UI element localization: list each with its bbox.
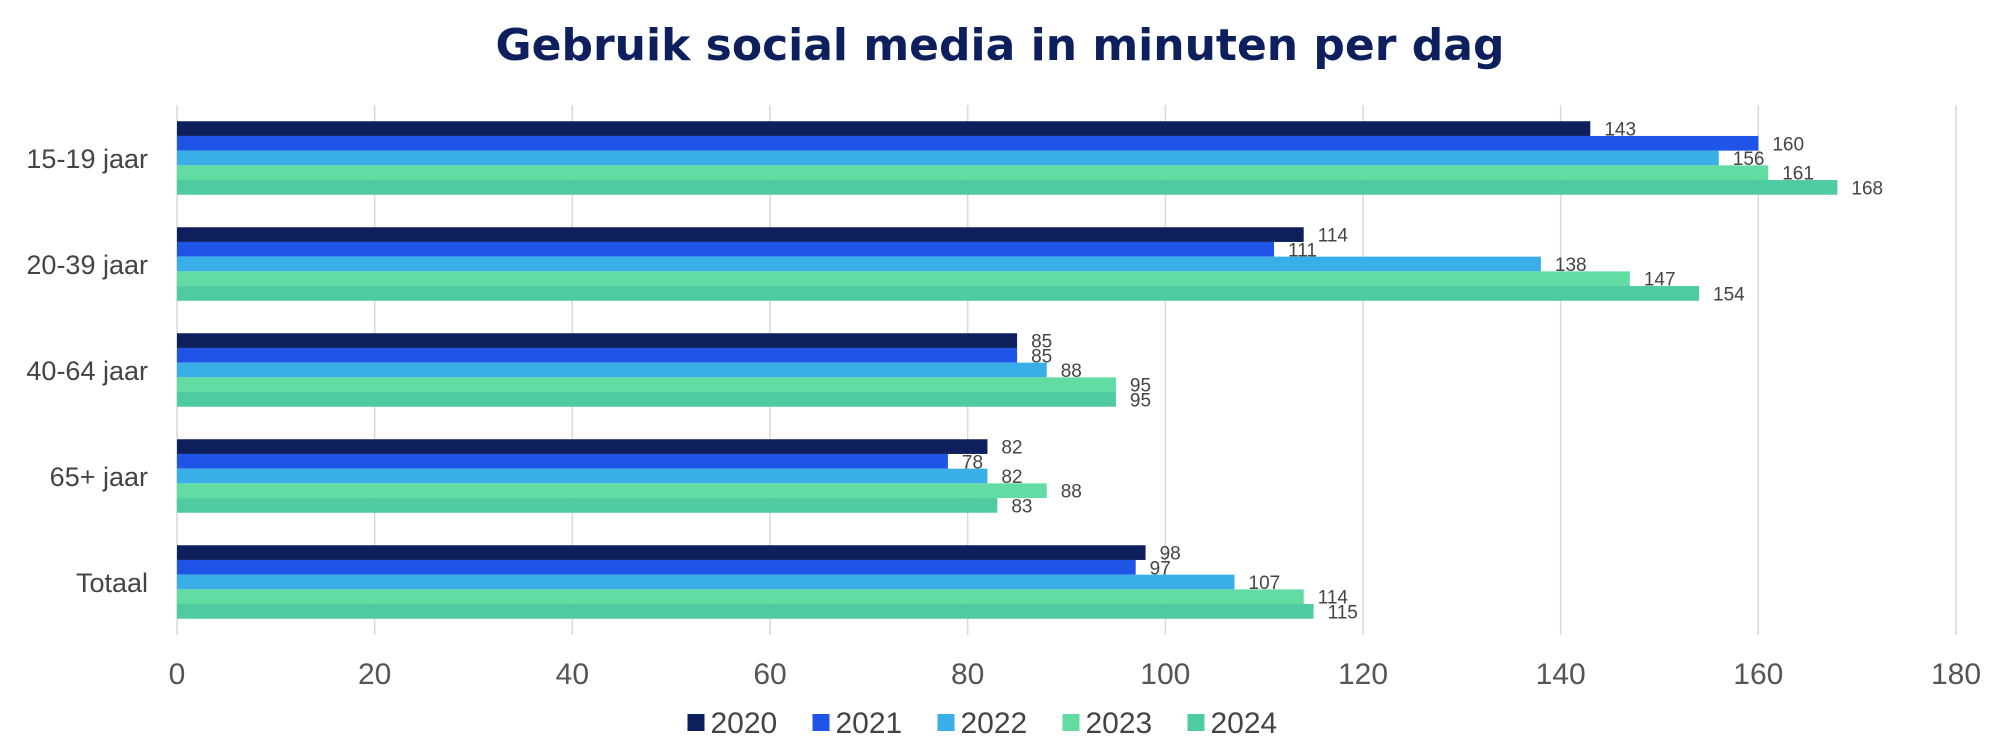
bar-2021: [177, 241, 1275, 257]
x-tick-label: 140: [1536, 658, 1586, 691]
chart-title: Gebruik social media in minuten per dag: [496, 20, 1505, 71]
bar-2020: [177, 333, 1018, 348]
bar-2020: [177, 227, 1304, 242]
x-tick-label: 60: [753, 658, 786, 691]
bar-2023: [177, 483, 1047, 499]
x-tick-label: 180: [1931, 658, 1981, 691]
bar-2020: [177, 439, 988, 454]
bars: [177, 121, 1838, 619]
data-label: 111: [1288, 240, 1317, 261]
bar-2023: [177, 165, 1769, 181]
data-label: 114: [1318, 588, 1349, 609]
legend-label: 2023: [1086, 707, 1153, 740]
x-tick-label: 160: [1733, 658, 1783, 691]
data-label: 88: [1061, 482, 1082, 503]
category-label: 15-19 jaar: [26, 144, 148, 174]
x-axis-tick-labels: 0 20 40 60 80 100 120 140 160 180: [169, 658, 1981, 691]
bar-2021: [177, 453, 948, 469]
x-tick-label: 40: [556, 658, 589, 691]
bar-2024: [177, 392, 1116, 407]
data-label: 98: [1160, 544, 1181, 565]
data-label: 161: [1782, 164, 1814, 185]
legend-swatch-2021: [812, 714, 830, 731]
bar-2023: [177, 271, 1630, 287]
data-label: 97: [1150, 558, 1171, 579]
legend-label: 2021: [836, 707, 903, 740]
x-tick-label: 80: [951, 658, 984, 691]
x-tick-label: 120: [1338, 658, 1388, 691]
category-labels: 15-19 jaar 20-39 jaar 40-64 jaar 65+ jaar To…: [26, 144, 148, 598]
data-label: 85: [1031, 332, 1052, 353]
bar-2024: [177, 180, 1838, 195]
legend-label: 2020: [711, 707, 778, 740]
bar-2021: [177, 347, 1018, 363]
data-label: 114: [1318, 226, 1349, 247]
data-label: 154: [1713, 284, 1745, 305]
bar-2022: [177, 256, 1541, 272]
data-label: 83: [1011, 496, 1032, 517]
data-label: 85: [1031, 346, 1052, 367]
data-label: 115: [1328, 602, 1358, 623]
data-label: 107: [1249, 573, 1281, 594]
bar-2020: [177, 121, 1591, 136]
data-label: 143: [1604, 120, 1636, 141]
legend-swatch-2020: [687, 714, 705, 731]
category-label: 20-39 jaar: [26, 250, 148, 280]
bar-2022: [177, 468, 988, 484]
data-label: 168: [1851, 178, 1883, 199]
category-label: 40-64 jaar: [26, 356, 148, 386]
bar-2023: [177, 377, 1116, 393]
legend-swatch-2022: [937, 714, 955, 731]
bar-2021: [177, 559, 1136, 575]
x-tick-label: 20: [358, 658, 391, 691]
data-label: 82: [1001, 438, 1022, 459]
legend-label: 2024: [1211, 707, 1278, 740]
bar-2024: [177, 604, 1314, 619]
bar-2021: [177, 135, 1759, 151]
data-label: 82: [1001, 467, 1022, 488]
data-label: 156: [1733, 149, 1765, 170]
bar-2020: [177, 545, 1146, 560]
legend: 2020 2021 2022 2023 2024: [687, 707, 1278, 740]
bar-2024: [177, 286, 1700, 301]
bar-2022: [177, 574, 1235, 590]
data-label: 78: [962, 452, 983, 473]
data-label: 88: [1061, 361, 1082, 382]
bar-2022: [177, 362, 1047, 378]
bar-2024: [177, 498, 998, 513]
bar-2023: [177, 589, 1304, 605]
legend-swatch-2023: [1062, 714, 1080, 731]
category-label: Totaal: [76, 568, 148, 598]
legend-swatch-2024: [1187, 714, 1205, 731]
data-label: 138: [1555, 255, 1587, 276]
x-tick-label: 0: [169, 658, 186, 691]
data-labels: 1431601561611681141111381471548585889595…: [962, 120, 1883, 624]
bar-2022: [177, 150, 1719, 166]
data-label: 160: [1772, 134, 1804, 155]
data-label: 95: [1130, 390, 1151, 411]
legend-label: 2022: [961, 707, 1028, 740]
x-tick-label: 100: [1140, 658, 1190, 691]
data-label: 95: [1130, 376, 1151, 397]
data-label: 147: [1644, 270, 1676, 291]
category-label: 65+ jaar: [50, 462, 148, 492]
